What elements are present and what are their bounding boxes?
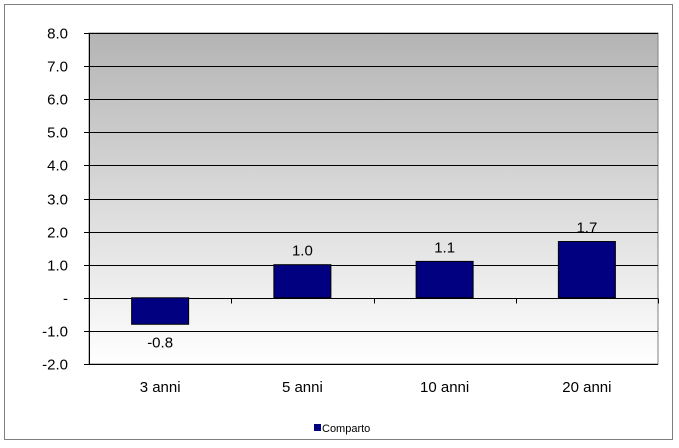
x-tick-label: 20 anni — [562, 379, 611, 396]
x-tick-label: 3 anni — [140, 379, 181, 396]
y-tick-label: -2.0 — [42, 357, 68, 374]
y-tick-label: 1.0 — [47, 258, 68, 275]
data-label: 1.1 — [434, 239, 455, 256]
legend-swatch — [314, 424, 321, 431]
data-label: -0.8 — [147, 334, 173, 351]
y-tick-label: - — [63, 291, 68, 308]
bar — [273, 264, 332, 299]
labels: 8.0 7.0 6.0 5.0 4.0 3.0 2.0 1.0 - -1.0 -2.0 -0.8 3 a… — [42, 26, 611, 397]
y-tick-label: 5.0 — [47, 125, 68, 142]
bar — [415, 260, 474, 299]
y-tick-label: 7.0 — [47, 59, 68, 76]
y-tick-label: -1.0 — [42, 324, 68, 341]
x-tick-label: 10 anni — [420, 379, 469, 396]
data-label: 1.0 — [292, 243, 313, 260]
legend: Comparto — [314, 423, 370, 435]
bar — [557, 241, 616, 299]
legend-label: Comparto — [322, 423, 370, 435]
y-tick-label: 2.0 — [47, 225, 68, 242]
y-tick-label: 6.0 — [47, 92, 68, 109]
y-tick-label: 8.0 — [47, 26, 68, 43]
x-tick-label: 5 anni — [282, 379, 323, 396]
data-label: 1.7 — [576, 220, 597, 237]
bars — [131, 241, 616, 325]
bar — [131, 297, 190, 325]
y-tick-label: 3.0 — [47, 192, 68, 209]
y-tick-label: 4.0 — [47, 158, 68, 175]
